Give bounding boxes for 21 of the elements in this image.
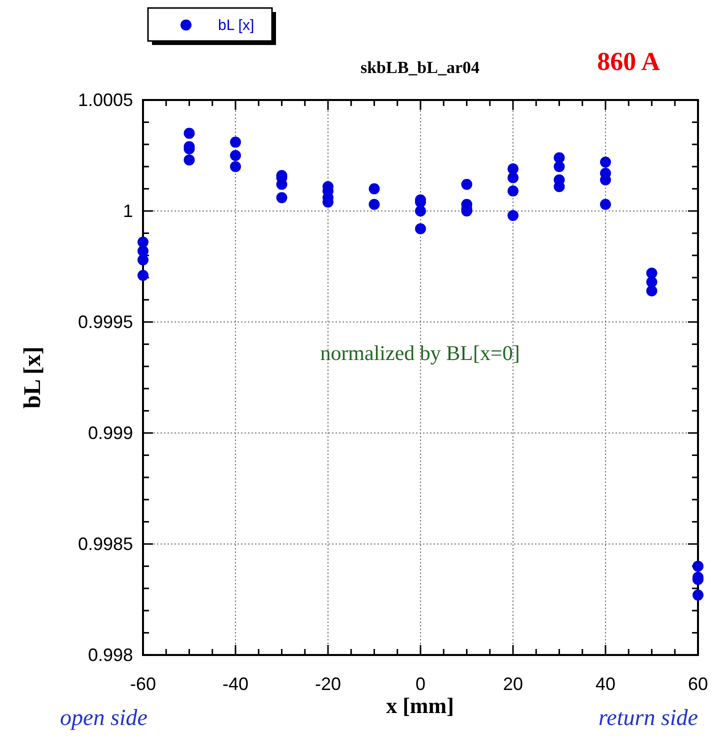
y-tick-label: 0.998 xyxy=(88,645,133,665)
y-tick-label: 1 xyxy=(122,201,133,221)
x-tick-label: -60 xyxy=(130,674,156,694)
x-tick-label: 0 xyxy=(415,674,426,694)
annotation: normalized by BL[x=0] xyxy=(320,341,520,365)
x-tick-label: -20 xyxy=(314,674,342,694)
x-tick-label: -40 xyxy=(222,674,249,694)
y-axis-title: bL [x] xyxy=(20,346,46,409)
legend-label: bL [x] xyxy=(218,17,254,34)
y-tick-label: 0.9995 xyxy=(78,312,133,332)
text: 860 A xyxy=(597,47,660,76)
text: open side xyxy=(60,705,148,730)
x-tick-label: 40 xyxy=(595,674,616,694)
y-tick-label: 1.0005 xyxy=(78,90,133,110)
x-tick-label: 60 xyxy=(688,674,708,694)
x-axis-title: x [mm] xyxy=(386,693,454,718)
y-tick-label: 0.9985 xyxy=(78,534,133,554)
x-tick-label: 20 xyxy=(502,674,524,694)
chart-title: skbLB_bL_ar04 xyxy=(360,58,480,77)
text: return side xyxy=(598,705,698,730)
y-tick-label: 0.999 xyxy=(88,423,133,443)
